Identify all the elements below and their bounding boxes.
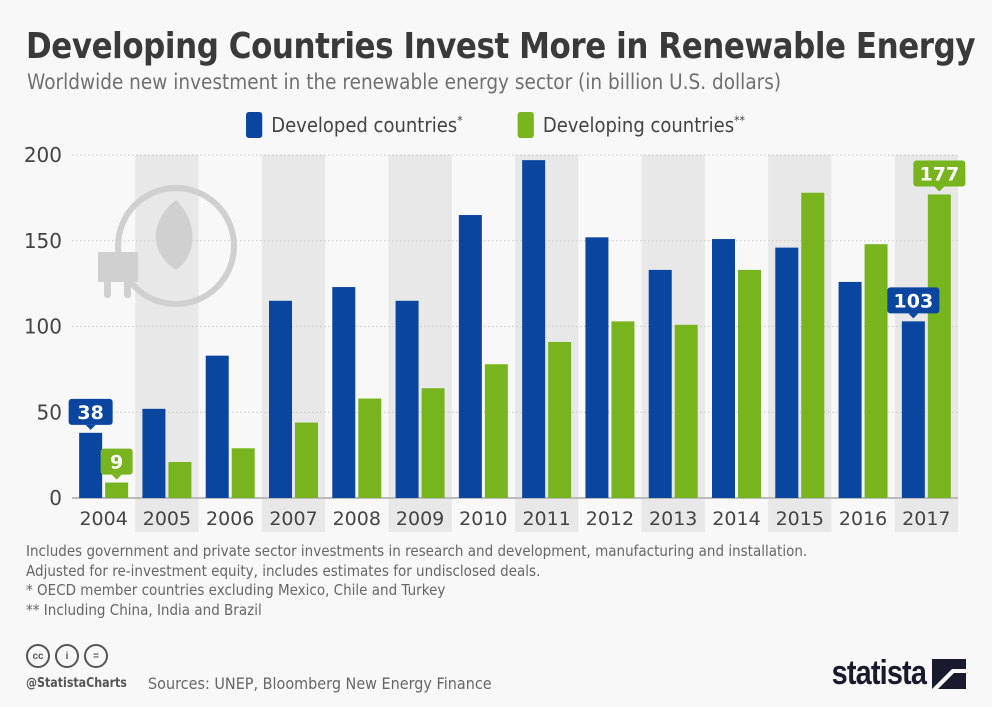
bar-developed xyxy=(79,432,103,498)
legend-item-developing: Developing countries** xyxy=(517,112,745,138)
bar-developing xyxy=(358,398,382,498)
callout-pointer xyxy=(111,474,122,480)
bar-developed xyxy=(775,247,799,498)
bar-developing xyxy=(105,482,129,498)
bar-developed xyxy=(458,215,482,498)
bar-developing xyxy=(611,321,635,498)
x-tick-label: 2010 xyxy=(459,508,507,530)
legend-label-developing: Developing countries** xyxy=(542,113,745,137)
callout-pointer xyxy=(85,424,96,430)
bar-developed xyxy=(838,281,862,498)
x-tick-label: 2017 xyxy=(902,508,950,530)
footnote: ** Including China, India and Brazil xyxy=(26,600,262,619)
sources: Sources: UNEP, Bloomberg New Energy Fina… xyxy=(148,674,492,693)
bar-developed xyxy=(205,355,229,498)
bar-developing xyxy=(168,461,192,498)
bar-developed xyxy=(522,160,546,498)
x-tick-label: 2012 xyxy=(586,508,634,530)
x-tick-label: 2004 xyxy=(79,508,127,530)
data-label: 38 xyxy=(77,402,103,424)
bar-developed xyxy=(142,408,166,498)
x-tick-label: 2006 xyxy=(206,508,254,530)
callout-box xyxy=(887,287,940,314)
callout-pointer xyxy=(908,313,919,319)
y-tick-label: 50 xyxy=(37,400,62,424)
twitter-handle[interactable]: @StatistaCharts xyxy=(26,676,127,691)
chart-subtitle: Worldwide new investment in the renewabl… xyxy=(27,70,782,94)
footnote: * OECD member countries excluding Mexico… xyxy=(26,581,446,599)
bar-chart: 2004 2005 2006 2007 2008 2009 2010 2011 2012 2013… xyxy=(24,143,966,532)
legend-swatch-developed xyxy=(246,112,263,138)
data-label-callout: 38 xyxy=(68,398,113,430)
legend: Developed countries* Developing countrie… xyxy=(0,112,992,138)
x-tick-label: 2011 xyxy=(522,508,570,530)
x-tick-label: 2015 xyxy=(776,508,824,530)
legend-label-developed: Developed countries* xyxy=(271,113,463,137)
data-label: 177 xyxy=(920,163,960,185)
statista-logo[interactable]: statista xyxy=(815,654,966,693)
x-tick-label: 2013 xyxy=(649,508,697,530)
bar-developing xyxy=(295,422,318,498)
callout-pointer xyxy=(934,186,945,192)
legend-swatch-developing xyxy=(517,112,534,138)
plug-leaf-icon xyxy=(98,185,237,307)
statista-logo-icon xyxy=(932,658,966,689)
callout-box xyxy=(100,448,133,475)
footnotes: Includes government and private sector i… xyxy=(26,542,807,620)
bar-developing xyxy=(548,341,572,498)
bar-developing xyxy=(864,244,888,498)
data-label: 9 xyxy=(110,452,123,474)
y-tick-label: 0 xyxy=(49,486,62,510)
bar-developing xyxy=(674,324,698,498)
bar-developing xyxy=(231,448,255,498)
chart-title: Developing Countries Invest More in Rene… xyxy=(26,26,976,67)
y-tick-label: 200 xyxy=(24,143,62,167)
x-tick-label: 2005 xyxy=(143,508,191,530)
brand-name: statista xyxy=(831,654,927,692)
footnote: Adjusted for re-investment equity, inclu… xyxy=(26,561,541,580)
x-tick-label: 2016 xyxy=(839,508,887,530)
bar-developed xyxy=(712,239,735,498)
bar-developed xyxy=(585,237,609,498)
y-tick-label: 150 xyxy=(24,229,62,253)
callout-box xyxy=(913,160,966,187)
bar-developing xyxy=(484,364,508,498)
bar-developed xyxy=(648,269,672,498)
footnote: Includes government and private sector i… xyxy=(26,542,808,560)
callout-box xyxy=(68,398,113,425)
bar-developed xyxy=(332,287,356,498)
bar-developed xyxy=(395,300,419,498)
y-tick-label: 100 xyxy=(24,315,62,339)
x-tick-label: 2009 xyxy=(396,508,444,530)
x-tick-label: 2007 xyxy=(269,508,317,530)
x-tick-label: 2014 xyxy=(712,508,760,530)
by-icon: i xyxy=(55,644,79,668)
bar-developed xyxy=(901,321,925,498)
data-label-callout: 9 xyxy=(100,448,133,480)
data-label-callout: 177 xyxy=(913,160,966,192)
nd-icon: = xyxy=(84,644,108,668)
legend-item-developed: Developed countries* xyxy=(246,112,463,138)
bar-developing xyxy=(421,388,445,498)
bar-developing xyxy=(738,269,761,498)
data-label-callout: 103 xyxy=(887,287,940,319)
bar-developed xyxy=(269,300,292,498)
cc-icon: cc xyxy=(26,644,50,668)
license-icons: cc i = xyxy=(26,644,108,668)
bar-developing xyxy=(801,192,825,499)
data-label: 103 xyxy=(894,290,934,312)
bar-developing xyxy=(927,194,951,498)
x-tick-label: 2008 xyxy=(333,508,381,530)
